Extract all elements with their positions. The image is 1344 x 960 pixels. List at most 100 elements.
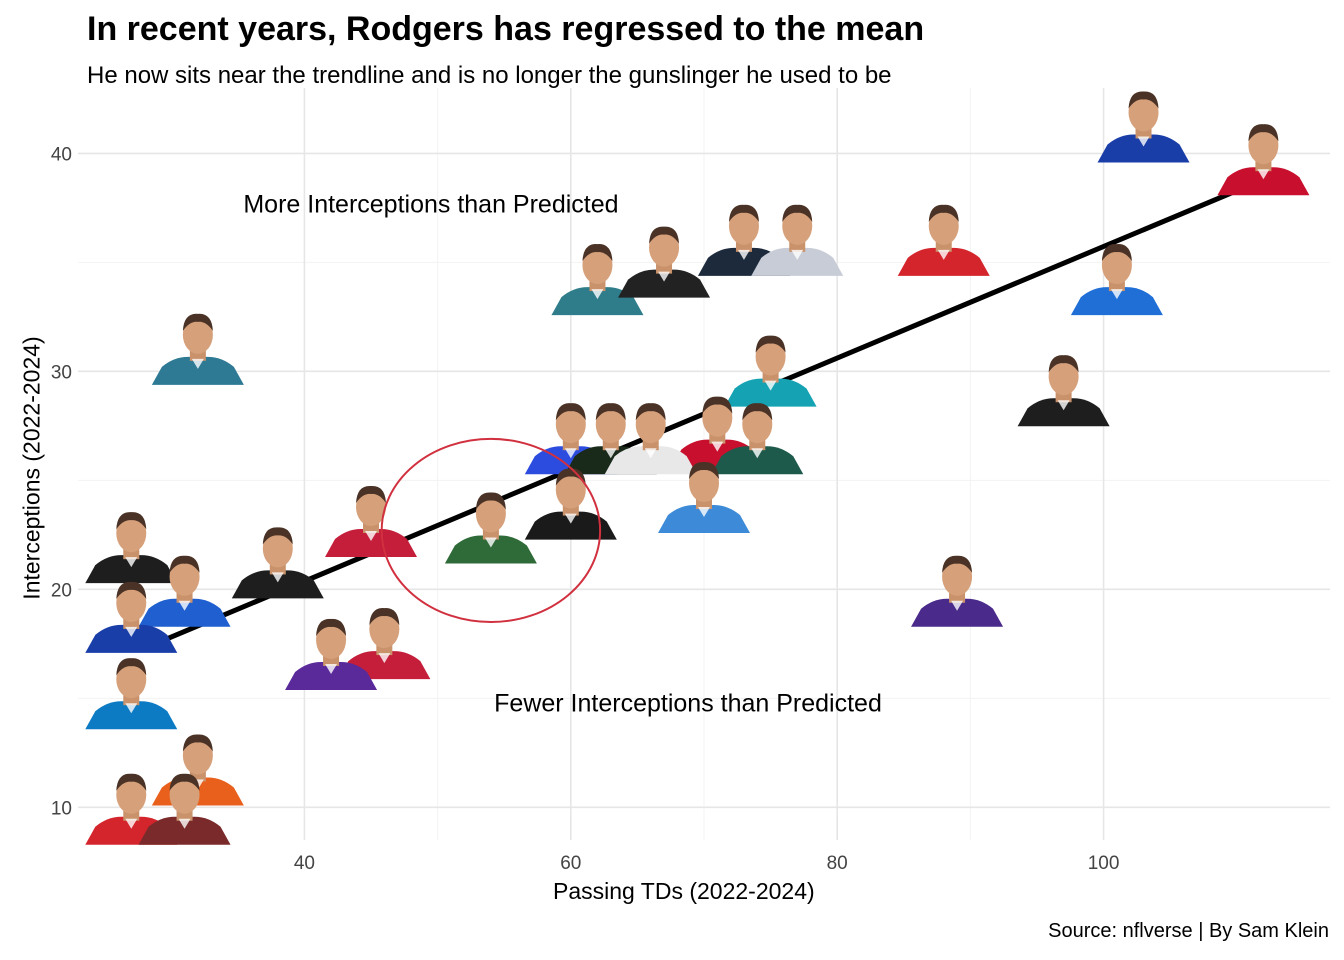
jersey-shape [85, 555, 178, 584]
hair-shape [1101, 244, 1132, 262]
head-shape [742, 405, 773, 444]
annotations: More Interceptions than Predicted Fewer I… [243, 191, 882, 718]
x-tick-label: 80 [827, 853, 848, 874]
highlighted-player-marker [444, 492, 537, 564]
jersey-shape [604, 446, 697, 475]
player-marker [658, 461, 750, 534]
hair-shape [782, 204, 813, 222]
collar-shape [484, 537, 497, 548]
head-shape [582, 246, 613, 285]
player-marker [151, 313, 244, 385]
annotation-text: More Interceptions than Predicted [243, 191, 618, 219]
jersey-shape [138, 816, 231, 845]
head-shape [755, 337, 786, 376]
neck-shape [482, 529, 499, 540]
player-marker [85, 581, 178, 653]
neck-shape [1108, 281, 1125, 292]
hair-shape [689, 461, 719, 480]
hair-shape [169, 555, 200, 573]
collar-shape [271, 572, 284, 583]
neck-shape [749, 440, 766, 451]
player-marker [911, 555, 1004, 627]
player-marker [751, 204, 844, 276]
player-marker [1017, 355, 1110, 427]
head-shape [182, 315, 213, 354]
head-shape [116, 514, 147, 553]
player-marker [897, 204, 990, 276]
neck-shape [363, 523, 380, 534]
jersey-shape [911, 598, 1004, 627]
jersey-shape [1070, 287, 1163, 316]
head-shape [169, 557, 200, 596]
head-shape [635, 405, 666, 444]
collar-shape [951, 600, 964, 611]
collar-shape [937, 249, 950, 260]
hair-shape [755, 335, 786, 353]
head-shape [369, 610, 400, 649]
annotation-text: Fewer Interceptions than Predicted [494, 690, 882, 718]
collar-shape [125, 818, 138, 829]
neck-shape [696, 499, 712, 510]
hair-shape [595, 403, 626, 421]
player-marker [138, 773, 231, 845]
neck-shape [949, 592, 966, 603]
player-marker [618, 226, 711, 298]
collar-shape [1257, 169, 1270, 180]
neck-shape [589, 281, 606, 292]
hair-shape [356, 485, 387, 504]
jersey-shape [1017, 398, 1110, 427]
hair-shape [169, 773, 200, 791]
hair-shape [635, 403, 666, 421]
neck-shape [189, 350, 206, 361]
hair-shape [1248, 124, 1279, 142]
player-marker [85, 658, 178, 730]
hair-shape [116, 773, 147, 791]
collar-shape [191, 358, 204, 369]
hair-shape [116, 581, 147, 599]
x-tick-label: 60 [560, 853, 581, 874]
collar-shape [125, 557, 138, 568]
collar-shape [711, 441, 724, 452]
hair-shape [262, 527, 293, 545]
head-shape [1248, 126, 1279, 165]
collar-shape [564, 513, 577, 524]
neck-shape [1135, 128, 1152, 139]
jersey-shape [1097, 134, 1190, 163]
jersey-shape [897, 247, 990, 276]
head-shape [1048, 357, 1079, 396]
hair-shape [1048, 355, 1079, 373]
head-shape [475, 494, 506, 533]
jersey-shape [711, 446, 804, 475]
collar-shape [737, 249, 750, 260]
highlight-group [380, 437, 602, 624]
neck-shape [269, 564, 286, 575]
jersey-shape [138, 598, 231, 627]
head-shape [702, 398, 733, 437]
collar-shape [325, 663, 338, 674]
neck-shape [123, 810, 140, 821]
head-shape [116, 775, 147, 814]
collar-shape [564, 448, 577, 459]
neck-shape [323, 655, 340, 666]
head-shape [928, 206, 959, 245]
collar-shape [378, 653, 391, 664]
jersey-shape [1217, 167, 1310, 196]
neck-shape [123, 695, 140, 706]
hair-shape [116, 658, 147, 676]
collar-shape [591, 289, 604, 300]
neck-shape [1255, 161, 1272, 172]
hair-shape [555, 468, 586, 486]
head-shape [262, 529, 293, 568]
hair-shape [475, 492, 506, 510]
head-shape [116, 660, 147, 699]
head-shape [689, 464, 719, 503]
head-shape [1128, 93, 1159, 132]
collar-shape [1057, 400, 1070, 411]
head-shape [116, 583, 147, 622]
jersey-shape [285, 661, 378, 690]
head-shape [555, 470, 586, 509]
collar-shape [178, 600, 191, 611]
player-marker [724, 335, 817, 407]
collar-shape [604, 448, 617, 459]
